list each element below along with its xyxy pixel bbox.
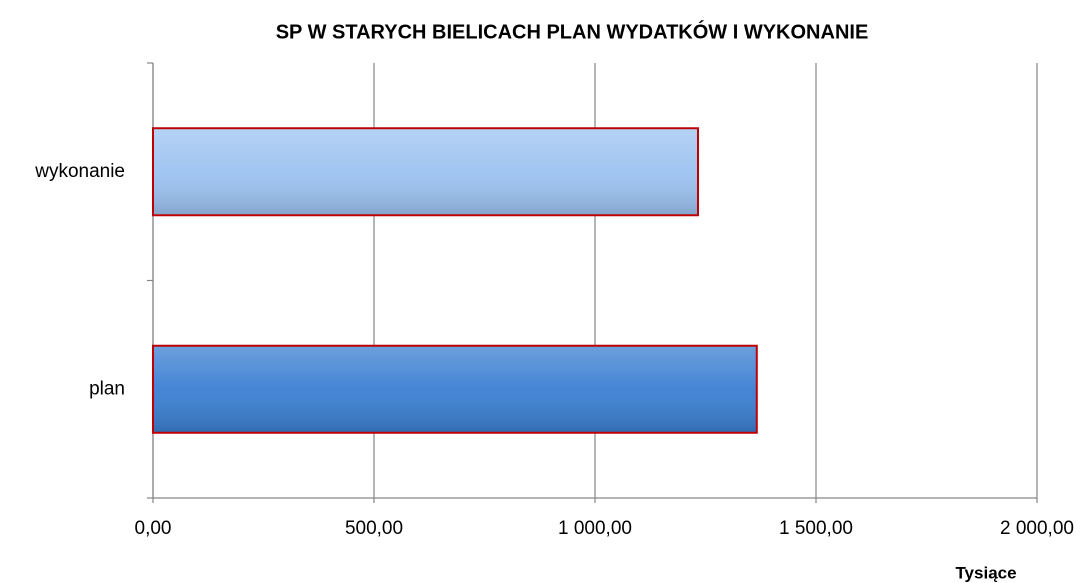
- y-tick-label: plan: [89, 378, 125, 399]
- axis-unit-label: Tysiące: [955, 563, 1016, 582]
- x-tick-label: 0,00: [135, 518, 172, 539]
- x-tick-label: 1 500,00: [779, 518, 853, 539]
- chart-title: SP W STARYCH BIELICACH PLAN WYDATKÓW I W…: [276, 19, 869, 43]
- x-tick-label: 2 000,00: [1000, 518, 1074, 539]
- x-tick-label: 1 000,00: [558, 518, 632, 539]
- bar-gloss: [154, 346, 756, 432]
- y-tick-label: wykonanie: [34, 161, 125, 182]
- bar-gloss: [154, 129, 697, 215]
- x-tick-label: 500,00: [345, 518, 403, 539]
